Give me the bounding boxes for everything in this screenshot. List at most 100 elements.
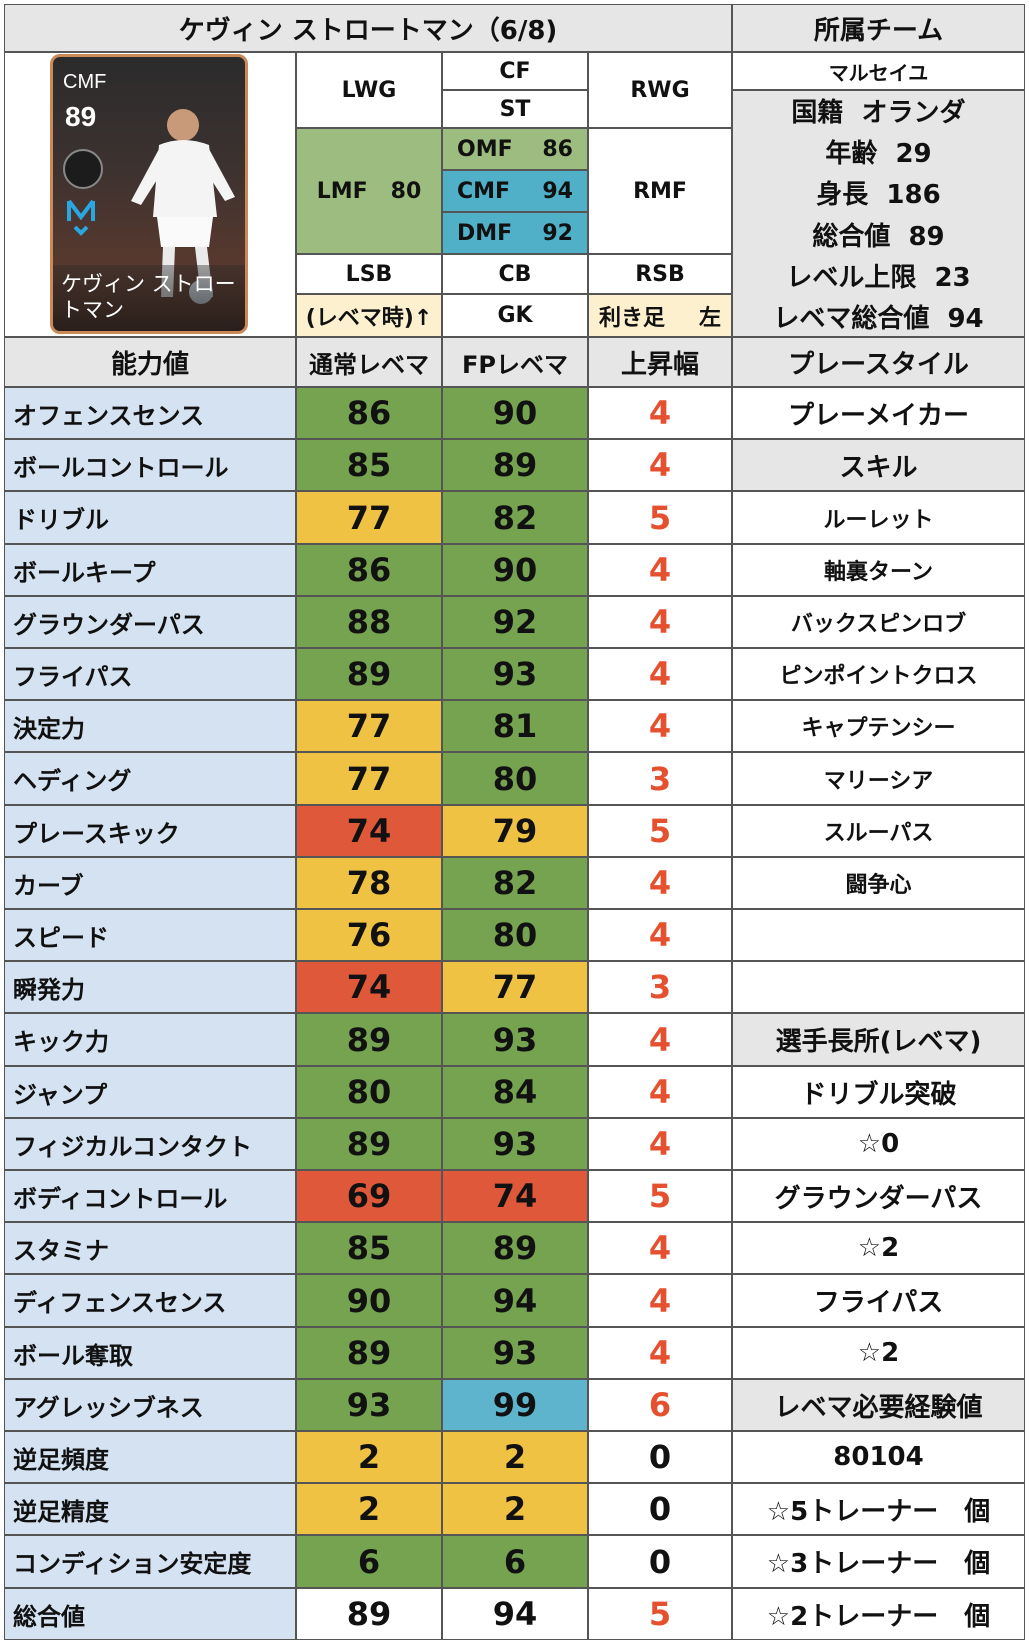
pos-lmf-value: 80 xyxy=(390,178,422,204)
level-cap: レベル上限 23 xyxy=(786,257,970,294)
stat-fp-value: 82 xyxy=(442,491,588,544)
right-panel-item: ☆3トレーナー 個 xyxy=(732,1535,1025,1588)
stat-normal-value: 85 xyxy=(296,1222,442,1274)
stat-label: 逆足頻度 xyxy=(4,1431,296,1483)
stat-label: フィジカルコンタクト xyxy=(4,1118,296,1170)
pos-omf-label: OMF xyxy=(457,136,513,162)
stat-label: フライパス xyxy=(4,648,296,700)
right-panel-item: ルーレット xyxy=(732,491,1025,544)
stat-increase-value: 5 xyxy=(588,1170,732,1222)
stat-label: ドリブル xyxy=(4,491,296,544)
card-position: CMF xyxy=(63,71,107,93)
stat-label: スピード xyxy=(4,909,296,961)
stat-fp-value: 6 xyxy=(442,1535,588,1588)
stat-increase-value: 4 xyxy=(588,439,732,491)
age-label: 年齢 xyxy=(825,139,878,170)
stat-fp-value: 80 xyxy=(442,909,588,961)
stat-increase-value: 4 xyxy=(588,1066,732,1118)
stat-normal-value: 80 xyxy=(296,1066,442,1118)
overall: 総合値 89 xyxy=(812,216,944,253)
card-rating: 89 xyxy=(65,101,97,132)
stat-normal-value: 90 xyxy=(296,1274,442,1327)
pos-cmf-label: CMF xyxy=(457,178,511,204)
stat-fp-value: 90 xyxy=(442,387,588,439)
col-header-stat: 能力値 xyxy=(4,337,296,387)
pos-st: ST xyxy=(442,90,588,128)
stat-label: アグレッシブネス xyxy=(4,1379,296,1431)
stat-fp-value: 93 xyxy=(442,1118,588,1170)
player-title: ケヴィン ストロートマン（6/8) xyxy=(4,4,732,52)
stat-fp-value: 80 xyxy=(442,752,588,805)
team-name: マルセイユ xyxy=(732,52,1025,90)
stat-increase-value: 4 xyxy=(588,1274,732,1327)
pos-lwg: LWG xyxy=(296,52,442,128)
pos-cmf: CMF 94 xyxy=(442,170,588,212)
stat-fp-value: 93 xyxy=(442,648,588,700)
stat-increase-value: 4 xyxy=(588,1222,732,1274)
info-list: 国籍 オランダ 年齢 29 身長 186 総合値 89 レベル上限 23 レベマ… xyxy=(732,90,1025,337)
pos-omf: OMF 86 xyxy=(442,128,588,170)
right-panel-item: ☆0 xyxy=(732,1118,1025,1170)
right-panel-item: 軸裏ターン xyxy=(732,544,1025,596)
stat-fp-value: 74 xyxy=(442,1170,588,1222)
pos-rmf: RMF xyxy=(588,128,732,254)
stat-normal-value: 89 xyxy=(296,1588,442,1640)
pos-cb: CB xyxy=(442,254,588,294)
strong-foot: 利き足 左 xyxy=(588,294,732,337)
stat-normal-value: 89 xyxy=(296,1013,442,1066)
right-panel-item: ☆5トレーナー 個 xyxy=(732,1483,1025,1535)
stat-label: グラウンダーパス xyxy=(4,596,296,648)
stat-label: ボールキープ xyxy=(4,544,296,596)
stat-label: プレースキック xyxy=(4,805,296,857)
stat-fp-value: 94 xyxy=(442,1274,588,1327)
right-panel-item: フライパス xyxy=(732,1274,1025,1327)
max-overall: レベマ総合値 94 xyxy=(773,298,983,335)
stat-increase-value: 4 xyxy=(588,1013,732,1066)
stat-fp-value: 89 xyxy=(442,439,588,491)
right-panel-item: ☆2トレーナー 個 xyxy=(732,1588,1025,1640)
stat-increase-value: 4 xyxy=(588,596,732,648)
col-header-increase: 上昇幅 xyxy=(588,337,732,387)
nationality-label: 国籍 xyxy=(791,98,844,129)
stat-fp-value: 81 xyxy=(442,700,588,752)
right-panel-item: スルーパス xyxy=(732,805,1025,857)
stat-normal-value: 89 xyxy=(296,1327,442,1379)
stat-normal-value: 85 xyxy=(296,439,442,491)
pos-lsb: LSB xyxy=(296,254,442,294)
col-header-playstyle: プレースタイル xyxy=(732,337,1025,387)
stat-fp-value: 90 xyxy=(442,544,588,596)
overall-value: 89 xyxy=(908,221,945,252)
pos-dmf: DMF 92 xyxy=(442,212,588,254)
info-panel xyxy=(732,90,1025,337)
stat-label: コンディション安定度 xyxy=(4,1535,296,1588)
nationality: 国籍 オランダ xyxy=(791,92,965,129)
stat-normal-value: 76 xyxy=(296,909,442,961)
pos-gk: GK xyxy=(442,294,588,337)
stat-normal-value: 74 xyxy=(296,805,442,857)
stat-fp-value: 94 xyxy=(442,1588,588,1640)
stat-increase-value: 4 xyxy=(588,700,732,752)
stat-label: ヘディング xyxy=(4,752,296,805)
pos-lmf: LMF 80 xyxy=(296,128,442,254)
card-player-name: ケヴィン ストロートマン xyxy=(53,265,245,331)
stat-increase-value: 4 xyxy=(588,544,732,596)
stat-label: 逆足精度 xyxy=(4,1483,296,1535)
stat-fp-value: 93 xyxy=(442,1013,588,1066)
stat-label: ボール奪取 xyxy=(4,1327,296,1379)
stat-label: 瞬発力 xyxy=(4,961,296,1013)
right-panel-item: ドリブル突破 xyxy=(732,1066,1025,1118)
stat-fp-value: 2 xyxy=(442,1483,588,1535)
stat-normal-value: 93 xyxy=(296,1379,442,1431)
stat-fp-value: 82 xyxy=(442,857,588,909)
level-cap-value: 23 xyxy=(934,262,971,293)
stat-increase-value: 4 xyxy=(588,648,732,700)
team-header: 所属チーム xyxy=(732,4,1025,52)
stat-increase-value: 4 xyxy=(588,909,732,961)
stat-normal-value: 77 xyxy=(296,752,442,805)
max-overall-value: 94 xyxy=(947,303,984,334)
right-panel-item: ピンポイントクロス xyxy=(732,648,1025,700)
stat-label: オフェンスセンス xyxy=(4,387,296,439)
club-crest-icon xyxy=(67,199,95,236)
stat-increase-value: 4 xyxy=(588,387,732,439)
section-header: レベマ必要経験値 xyxy=(732,1379,1025,1431)
